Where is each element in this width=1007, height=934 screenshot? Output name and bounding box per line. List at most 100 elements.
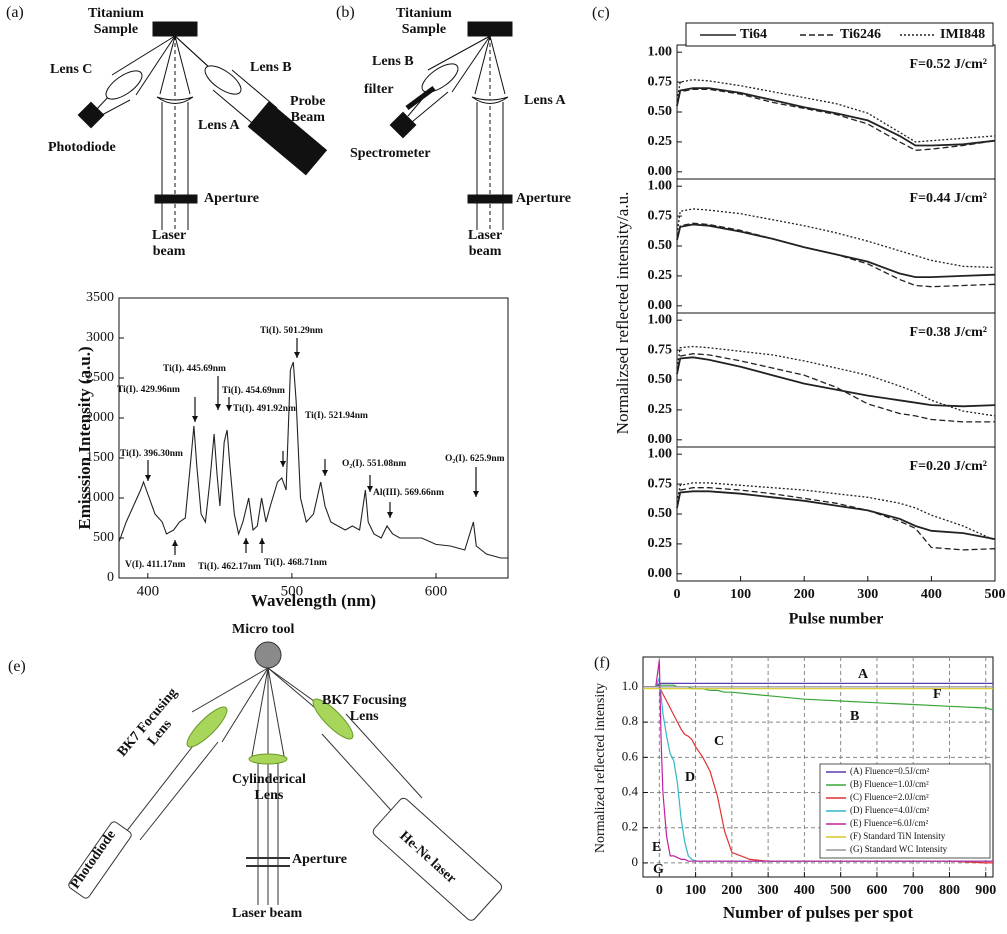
x-tick-label: 100 (730, 587, 751, 602)
diagram-label: Cylinderical Lens (232, 772, 306, 803)
y-tick-label: 0.50 (648, 104, 673, 119)
x-tick-label: 500 (281, 583, 304, 599)
x-tick-label: 500 (830, 883, 851, 898)
diagram-label: Laser beam (232, 906, 303, 921)
peak-label: Ti(I). 445.69nm (163, 363, 226, 374)
panel-label: (c) (592, 5, 610, 22)
peak-label: Ti(I). 521.94nm (305, 410, 368, 421)
x-tick-label: 100 (685, 883, 706, 898)
arrow-head (215, 404, 221, 410)
y-tick-label: 0.75 (648, 476, 673, 491)
y-tick-label: 3500 (86, 290, 114, 305)
legend-label: (F) Standard TiN Intensity (850, 831, 946, 841)
y-tick-label: 0.8 (622, 713, 638, 728)
arrow-head (259, 538, 265, 544)
arrow-head (226, 405, 232, 411)
legend-label: (G) Standard WC Intensity (850, 844, 948, 854)
data-line (676, 490, 996, 540)
diagram-label: Laser beam (152, 228, 187, 259)
curve-label: G (653, 862, 664, 877)
y-tick-label: 0.50 (648, 506, 673, 521)
x-tick-label: 600 (866, 883, 887, 898)
curve-label: E (652, 840, 661, 855)
y-tick-label: 0 (632, 854, 639, 869)
curve-label: C (714, 734, 724, 749)
diagram-label: Aperture (204, 191, 259, 206)
legend-label: (C) Fluence=2.0J/cm² (850, 792, 929, 802)
curve-label: A (858, 667, 869, 682)
x-tick-label: 700 (903, 883, 924, 898)
y-tick-label: 2000 (86, 410, 114, 425)
legend-label: (E) Fluence=6.0J/cm² (850, 818, 929, 828)
diagram-label: Probe Beam (290, 94, 326, 125)
arrow-head (473, 491, 479, 497)
peak-label: Ti(I). 462.17nm (198, 561, 261, 572)
x-tick-label: 200 (794, 587, 815, 602)
y-tick-label: 2500 (86, 370, 114, 385)
legend-label: IMI848 (940, 27, 985, 42)
diagram-label: Titanium Sample (88, 6, 144, 37)
y-tick-label: 0.00 (648, 432, 673, 447)
y-tick-label: 0.25 (648, 268, 673, 283)
diagram-label: Laser beam (468, 228, 503, 259)
panel-label: (b) (336, 4, 355, 21)
legend-box (685, 22, 994, 47)
diagram-label: Aperture (516, 191, 571, 206)
x-tick-label: 600 (425, 583, 448, 599)
y-axis-label: Emisssion Intensity (a.u.) (75, 346, 94, 529)
panel-label: (e) (8, 658, 26, 675)
x-axis-label: Pulse number (789, 611, 884, 628)
diagram-label: Aperture (292, 852, 347, 867)
y-tick-label: 1.0 (622, 678, 638, 693)
y-tick-label: 1.00 (648, 446, 673, 461)
arrow-head (387, 512, 393, 518)
data-line (118, 361, 508, 559)
diagram-label: Photodiode (48, 140, 116, 155)
curve-label: B (850, 709, 859, 724)
y-tick-label: 0.25 (648, 536, 673, 551)
y-tick-label: 1.00 (648, 312, 673, 327)
legend-label: Ti6246 (840, 27, 881, 42)
x-axis-label: Number of pulses per spot (723, 903, 914, 922)
y-axis-label: Normalizsed reflected intensity/a.u. (613, 192, 632, 435)
y-tick-label: 0.00 (648, 298, 673, 313)
x-tick-label: 400 (794, 883, 815, 898)
y-tick-label: 500 (93, 530, 114, 545)
arrow-head (322, 470, 328, 476)
x-tick-label: 0 (674, 587, 681, 602)
arrow-head (145, 475, 151, 481)
x-tick-label: 0 (656, 883, 663, 898)
y-tick-label: 1.00 (648, 178, 673, 193)
panel-label: (f) (594, 655, 610, 672)
diagram-label: BK7 Focusing Lens (322, 693, 407, 724)
data-line (676, 482, 996, 541)
y-tick-label: 1.00 (648, 44, 673, 59)
peak-label: O₂(I). 551.08nm (342, 458, 406, 469)
peak-label: Ti(I). 396.30nm (120, 448, 183, 459)
data-line (643, 682, 993, 688)
diagram-label: Lens A (524, 93, 566, 108)
arrow-head (367, 486, 373, 492)
data-line (676, 487, 996, 551)
legend-label: (A) Fluence=0.5J/cm² (850, 766, 930, 776)
y-tick-label: 0.25 (648, 402, 673, 417)
annotation: F=0.38 J/cm² (910, 325, 988, 340)
y-tick-label: 0.6 (622, 748, 639, 763)
y-tick-label: 0.75 (648, 342, 673, 357)
diagram-e (68, 641, 503, 921)
curve-label: F (933, 687, 942, 702)
x-tick-label: 900 (975, 883, 996, 898)
x-tick-label: 800 (939, 883, 960, 898)
legend-box (819, 763, 991, 859)
x-tick-label: 400 (137, 583, 160, 599)
y-tick-label: 0.75 (648, 74, 673, 89)
y-axis-label: Normalized reflected intensity (593, 683, 608, 853)
diagram-b (389, 21, 513, 230)
peak-label: Ti(I). 429.96nm (117, 384, 180, 395)
data-line (676, 88, 996, 151)
peak-label: Ti(I). 454.69nm (222, 385, 285, 396)
x-tick-label: 300 (857, 587, 878, 602)
panel-label: (a) (6, 4, 24, 21)
